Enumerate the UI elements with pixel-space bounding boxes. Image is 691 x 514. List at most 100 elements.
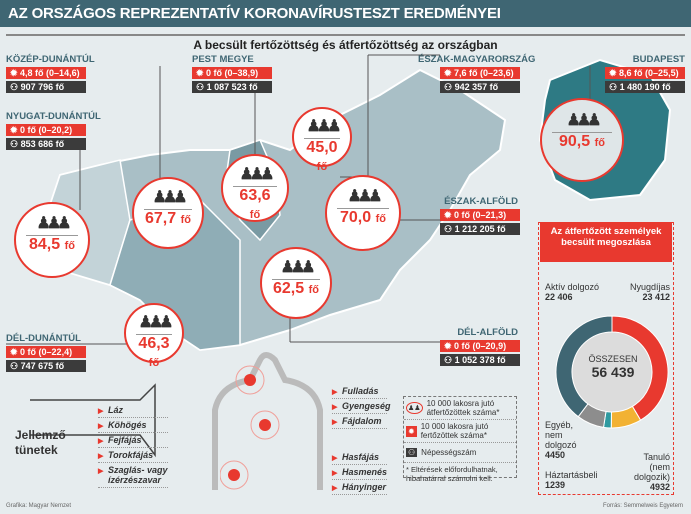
recovered-value: 84,5 [29, 235, 61, 253]
population-badge: ⚇ 853 686 fő [6, 138, 86, 150]
donut-segment [555, 315, 613, 418]
people-icon: ♟♟♟ [306, 117, 341, 135]
page-title: AZ ORSZÁGOS REPREZENTATÍV KORONAVÍRUSTES… [0, 0, 691, 27]
credit: Grafika: Magyar Nemzet [6, 503, 72, 509]
unit: fő [249, 208, 261, 221]
population-badge: ⚇ 1 052 378 fő [440, 354, 520, 366]
infected-badge: ✹ 0 fő (0–20,2) [6, 124, 86, 136]
population-value: 1 212 205 fő [454, 224, 506, 234]
recovered-value: 90,5 [559, 132, 591, 150]
donut-chart [555, 315, 669, 429]
segment-value: 1239 [545, 480, 566, 490]
population-value: 1 087 523 fő [206, 82, 258, 92]
region-eszak-magyarorszag: ÉSZAK-MAGYARORSZÁG ✹ 7,6 fő (0–23,6) ⚇ 9… [418, 54, 536, 93]
legend-population: ⚇ Népességszám [404, 443, 516, 463]
subtitle: A becsült fertőzöttség és átfertőzöttség… [193, 38, 498, 52]
infected-badge: ✹ 0 fő (0–20,9) [440, 340, 520, 352]
unit: fő [308, 284, 319, 297]
region-kozep-dunantul: KÖZÉP-DUNÁNTÚL ✹ 4,8 fő (0–14,6) ⚇ 907 7… [6, 54, 95, 93]
recovered-value: 46,3 [138, 334, 170, 352]
symptom-item: Köhögés [98, 418, 168, 433]
recovered-circle-budapest: ♟♟♟ 90,5 fő [540, 98, 624, 182]
virus-icon: ✹ [406, 425, 417, 437]
region-name: ÉSZAK-MAGYARORSZÁG [418, 54, 536, 65]
population-value: 853 686 fő [20, 139, 65, 149]
recovered-circle-eszak-magyarorszag: ♟♟♟ 45,0 fő [292, 107, 352, 173]
symptom-item: Fejfájás [98, 433, 168, 448]
recovered-value: 67,7 [145, 210, 177, 228]
symptom-item: Gyengeség [332, 399, 391, 414]
infected-value: 7,6 fő (0–23,6) [454, 68, 514, 78]
person-icon: ⚇ [406, 448, 418, 457]
population-badge: ⚇ 942 357 fő [440, 81, 520, 93]
total-label: ÖSSZESEN [588, 354, 638, 364]
legend: ♟♟ 10 000 lakosra jutó átfertőzöttek szám… [403, 396, 517, 483]
symptom-item: Fulladás [332, 384, 387, 399]
general-symptoms-list: Láz Köhögés Fejfájás Torokfájás Szaglás-… [98, 403, 168, 488]
people-icon: ♟♟♟ [566, 111, 601, 129]
people-icon: ♟♟♟ [347, 187, 382, 205]
population-value: 907 796 fő [20, 82, 65, 92]
segment-value: 23 412 [642, 292, 670, 302]
label-egyeb: Egyéb, nem dolgozó 4450 [545, 420, 585, 460]
donut-center: ÖSSZESEN 56 439 [577, 354, 649, 380]
population-value: 747 675 fő [20, 361, 65, 371]
unit: fő [180, 214, 191, 227]
people-icon: ♟♟ [406, 402, 423, 414]
segment-value: 4932 [649, 482, 670, 492]
unit: fő [316, 160, 328, 173]
infected-value: 0 fő (0–21,3) [454, 210, 507, 220]
unit: fő [594, 136, 605, 149]
region-del-dunantul: DÉL-DUNÁNTÚL ✹ 0 fő (0–22,4) ⚇ 747 675 f… [6, 333, 86, 372]
symptom-item: Torokfájás [98, 448, 168, 463]
region-name: DÉL-ALFÖLD [457, 327, 518, 338]
recovered-circle-del-dunantul: ♟♟♟ 46,3 fő [124, 303, 184, 369]
legend-note: * Eltérések előfordulhatnak, hibahatárra… [406, 465, 498, 483]
infected-value: 0 fő (0–38,9) [206, 68, 259, 78]
region-name: ÉSZAK-ALFÖLD [444, 196, 518, 207]
people-icon: ♟♟♟ [239, 165, 274, 183]
divider [6, 34, 685, 36]
label-nyugdijas: Nyugdíjas 23 412 [620, 282, 670, 302]
abdomen-symptoms-list: Hasfájás Hasmenés Hányinger [332, 450, 387, 495]
region-budapest: BUDAPEST ✹ 8,6 fő (0–25,5) ⚇ 1 480 190 f… [585, 54, 685, 93]
symptom-item: Láz [98, 403, 168, 418]
chest-symptoms-list: Fulladás Gyengeség Fájdalom [332, 384, 391, 429]
population-badge: ⚇ 1 087 523 fő [192, 81, 272, 93]
distribution-title: Az átfertőzött személyek becsült megoszl… [540, 222, 672, 262]
region-nyugat-dunantul: NYUGAT-DUNÁNTÚL ✹ 0 fő (0–20,2) ⚇ 853 68… [6, 111, 101, 150]
unit: fő [148, 356, 160, 369]
legend-recovered: ♟♟ 10 000 lakosra jutó átfertőzöttek szám… [404, 397, 516, 420]
population-badge: ⚇ 747 675 fő [6, 360, 86, 372]
symptoms-heading: Jellemző tünetek [15, 428, 66, 457]
segment-label: Egyéb, nem dolgozó [545, 420, 577, 450]
population-value: 942 357 fő [454, 82, 499, 92]
infected-badge: ✹ 7,6 fő (0–23,6) [440, 67, 520, 79]
infected-value: 4,8 fő (0–14,6) [20, 68, 80, 78]
unit: fő [64, 239, 75, 252]
people-icon: ♟♟♟ [138, 313, 173, 331]
segment-label: Aktív dolgozó [545, 282, 600, 292]
recovered-value: 45,0 [306, 138, 338, 156]
region-name: BUDAPEST [632, 54, 685, 65]
population-badge: ⚇ 907 796 fő [6, 81, 86, 93]
legend-infected: ✹ 10 000 lakosra jutó fertőzöttek száma* [404, 420, 516, 443]
recovered-circle-nyugat-dunantul: ♟♟♟ 84,5 fő [14, 202, 90, 278]
region-pest-megye: PEST MEGYE ✹ 0 fő (0–38,9) ⚇ 1 087 523 f… [192, 54, 272, 93]
segment-label: Nyugdíjas [629, 282, 670, 292]
symptom-item: Hasfájás [332, 450, 387, 465]
population-badge: ⚇ 1 480 190 fő [605, 81, 685, 93]
region-eszak-alfold: ÉSZAK-ALFÖLD ✹ 0 fő (0–21,3) ⚇ 1 212 205… [418, 196, 520, 235]
segment-value: 4450 [545, 450, 566, 460]
pain-markers [220, 365, 280, 490]
region-name: PEST MEGYE [192, 54, 254, 65]
infected-value: 0 fő (0–20,2) [20, 125, 73, 135]
symptom-item: Fájdalom [332, 414, 387, 429]
region-name: DÉL-DUNÁNTÚL [6, 333, 81, 344]
label-aktiv: Aktív dolgozó 22 406 [545, 282, 599, 302]
legend-text: 10 000 lakosra jutó átfertőzöttek száma* [426, 399, 500, 417]
people-icon: ♟♟♟ [36, 214, 71, 232]
donut-center-fill [572, 332, 652, 412]
infected-value: 0 fő (0–22,4) [20, 347, 73, 357]
infected-badge: ✹ 8,6 fő (0–25,5) [605, 67, 685, 79]
